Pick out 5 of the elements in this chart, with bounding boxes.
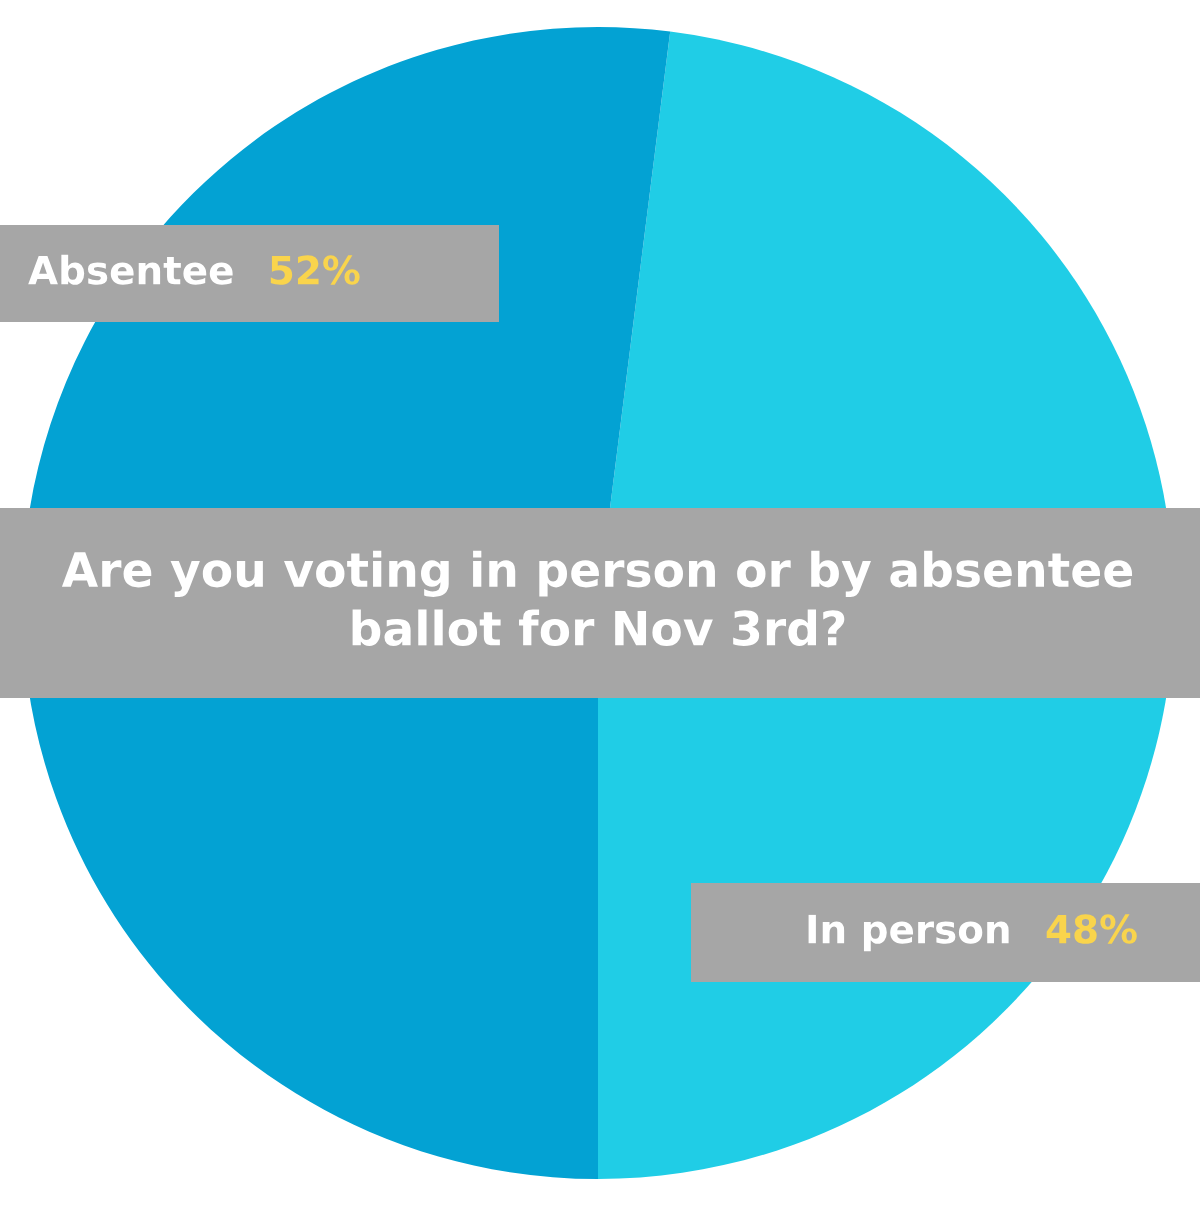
slice-label: Absentee	[28, 254, 233, 285]
data-label: 52%	[270, 255, 360, 285]
slice-label: In person	[808, 914, 1009, 952]
text: Are you voting in person or by absentee ballot for Nov 3rd?	[61, 550, 1133, 647]
data-label: 48%	[1046, 914, 1137, 944]
